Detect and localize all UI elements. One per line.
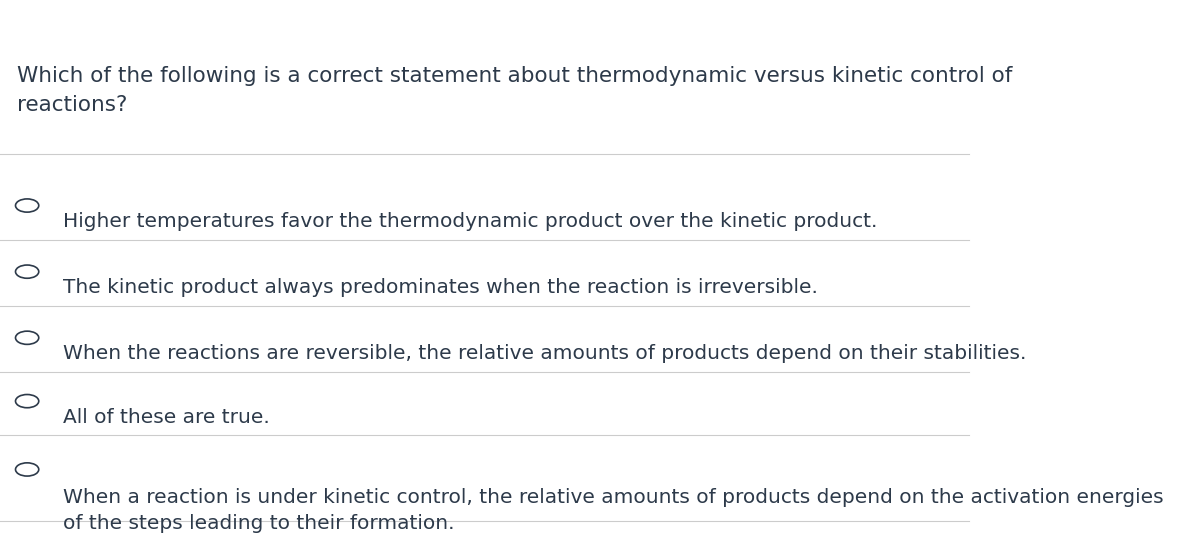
Text: The kinetic product always predominates when the reaction is irreversible.: The kinetic product always predominates … — [62, 278, 818, 297]
Text: Which of the following is a correct statement about thermodynamic versus kinetic: Which of the following is a correct stat… — [18, 66, 1013, 115]
Text: Higher temperatures favor the thermodynamic product over the kinetic product.: Higher temperatures favor the thermodyna… — [62, 212, 877, 231]
Text: When the reactions are reversible, the relative amounts of products depend on th: When the reactions are reversible, the r… — [62, 344, 1026, 363]
Text: All of these are true.: All of these are true. — [62, 408, 270, 426]
Text: When a reaction is under kinetic control, the relative amounts of products depen: When a reaction is under kinetic control… — [62, 488, 1164, 533]
